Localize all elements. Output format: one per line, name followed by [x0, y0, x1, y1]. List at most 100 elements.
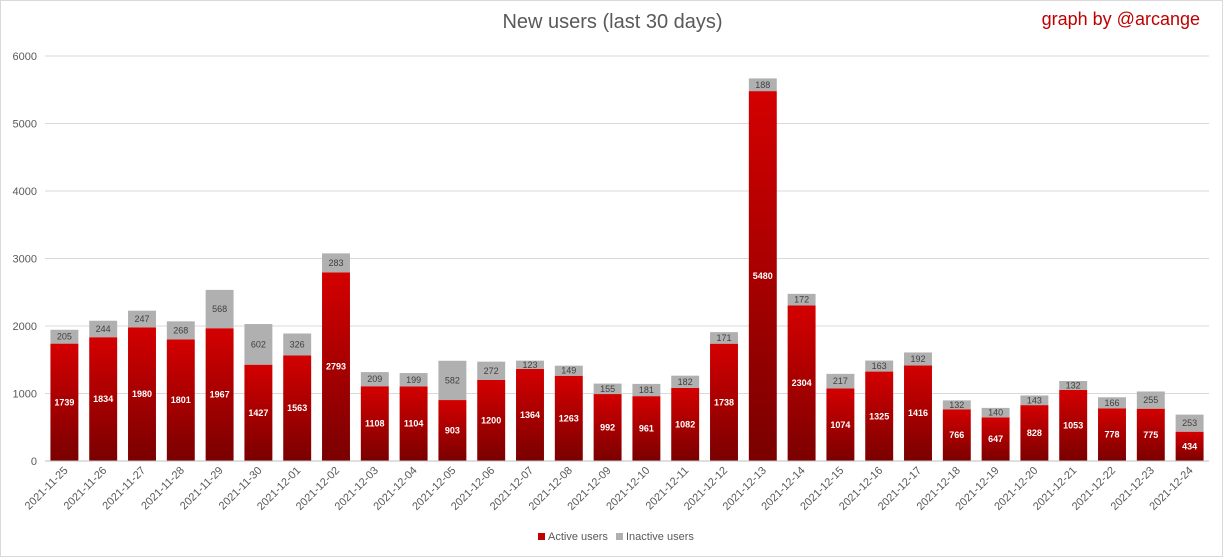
bar-inactive-users — [632, 383, 661, 397]
data-label-active: 828 — [1027, 428, 1042, 438]
data-label-inactive: 283 — [328, 258, 343, 268]
bar-active-users — [671, 387, 700, 461]
data-label-active: 1427 — [248, 408, 268, 418]
bar-inactive-users — [554, 365, 583, 376]
data-label-inactive: 192 — [910, 354, 925, 364]
bar-active-users — [50, 343, 79, 461]
bar-active-users — [632, 396, 661, 461]
legend-label: Inactive users — [626, 531, 694, 543]
bar-inactive-users — [89, 320, 118, 338]
data-label-inactive: 217 — [833, 376, 848, 386]
data-label-inactive: 155 — [600, 384, 615, 394]
bar-active-users — [166, 339, 195, 461]
data-label-active: 778 — [1104, 430, 1119, 440]
data-label-inactive: 182 — [678, 377, 693, 387]
bar-inactive-users — [166, 321, 195, 340]
data-label-active: 1074 — [830, 420, 850, 430]
bar-active-users — [477, 380, 506, 461]
data-label-inactive: 568 — [212, 304, 227, 314]
bar-active-users — [322, 272, 350, 461]
data-label-active: 1980 — [132, 389, 152, 399]
bar-active-users — [438, 400, 467, 461]
data-label-active: 434 — [1182, 441, 1197, 451]
data-label-inactive: 255 — [1143, 395, 1158, 405]
data-label-active: 1416 — [908, 408, 928, 418]
bar-active-users — [399, 386, 428, 461]
data-label-inactive: 140 — [988, 408, 1003, 418]
data-label-inactive: 602 — [251, 339, 266, 349]
y-tick-label: 5000 — [13, 119, 37, 131]
y-tick-label: 2000 — [13, 321, 37, 333]
bar-active-users — [244, 364, 273, 461]
data-label-inactive: 143 — [1027, 395, 1042, 405]
bar-inactive-users — [438, 360, 467, 401]
bar-active-users — [826, 388, 855, 461]
data-label-inactive: 171 — [716, 333, 731, 343]
legend-label: Active users — [548, 531, 608, 543]
data-label-inactive: 582 — [445, 375, 460, 385]
data-label-inactive: 123 — [522, 360, 537, 370]
bar-active-users — [1059, 389, 1088, 461]
data-label-active: 2304 — [792, 378, 812, 388]
bar-inactive-users — [787, 293, 816, 306]
data-label-inactive: 181 — [639, 385, 654, 395]
data-label-inactive: 253 — [1182, 418, 1197, 428]
bar-active-users — [710, 343, 738, 461]
data-label-active: 1364 — [520, 410, 540, 420]
data-label-active: 2793 — [326, 362, 346, 372]
y-tick-label: 6000 — [13, 51, 37, 63]
bar-inactive-users — [593, 383, 622, 395]
y-tick-label: 4000 — [13, 186, 37, 198]
bar-inactive-users — [516, 360, 544, 369]
bar-active-users — [1175, 431, 1204, 461]
bar-active-users — [748, 91, 777, 461]
bar-active-users — [205, 328, 234, 461]
data-label-inactive: 188 — [755, 80, 770, 90]
data-label-inactive: 326 — [290, 339, 305, 349]
bar-inactive-users — [399, 373, 428, 387]
bar-active-users — [554, 375, 583, 461]
bar-active-users — [787, 305, 816, 461]
data-label-inactive: 247 — [134, 314, 149, 324]
bar-active-users — [516, 368, 544, 461]
bar-active-users — [1098, 408, 1126, 461]
data-label-inactive: 209 — [367, 374, 382, 384]
data-label-inactive: 166 — [1104, 398, 1119, 408]
data-label-active: 766 — [949, 430, 964, 440]
data-label-inactive: 244 — [96, 324, 111, 334]
bar-inactive-users — [671, 375, 700, 388]
bar-active-users — [89, 337, 118, 461]
bar-inactive-users — [904, 352, 932, 366]
legend-swatch — [538, 533, 545, 540]
bar-inactive-users — [826, 373, 855, 389]
data-label-inactive: 172 — [794, 295, 809, 305]
data-label-inactive: 132 — [1066, 380, 1081, 390]
bar-inactive-users — [477, 361, 506, 380]
data-label-inactive: 132 — [949, 400, 964, 410]
y-tick-label: 0 — [31, 456, 37, 468]
legend-swatch — [616, 533, 623, 540]
bar-inactive-users — [1098, 397, 1126, 409]
bar-inactive-users — [244, 324, 273, 365]
bar-active-users — [942, 409, 971, 461]
data-label-active: 1801 — [171, 395, 191, 405]
bar-inactive-users — [942, 400, 971, 410]
bar-inactive-users — [1059, 381, 1088, 390]
bar-inactive-users — [322, 253, 350, 273]
data-label-active: 1967 — [210, 390, 230, 400]
data-label-inactive: 268 — [173, 325, 188, 335]
bar-active-users — [593, 394, 622, 461]
data-label-inactive: 199 — [406, 375, 421, 385]
bar-active-users — [283, 355, 312, 461]
bar-inactive-users — [360, 372, 389, 387]
bar-inactive-users — [283, 333, 312, 356]
y-tick-label: 1000 — [13, 389, 37, 401]
y-tick-label: 3000 — [13, 254, 37, 266]
bar-active-users — [865, 371, 894, 461]
bar-active-users — [981, 417, 1010, 461]
bar-inactive-users — [748, 78, 777, 92]
data-label-active: 1738 — [714, 397, 734, 407]
data-label-active: 961 — [639, 424, 654, 434]
data-label-inactive: 205 — [57, 332, 72, 342]
